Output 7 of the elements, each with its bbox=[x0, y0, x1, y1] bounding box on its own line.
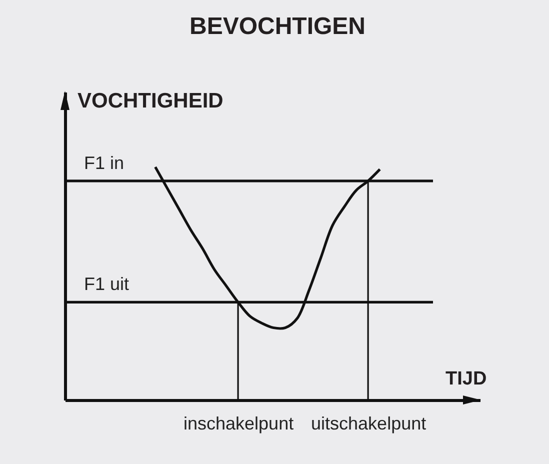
x-axis-title: TIJD bbox=[446, 368, 487, 390]
ref-line-label: F1 in bbox=[84, 152, 124, 173]
x-tick-label: inschakelpunt bbox=[184, 414, 294, 434]
x-tick-label: uitschakelpunt bbox=[311, 414, 426, 434]
ref-line-label: F1 uit bbox=[84, 274, 130, 294]
chart-title: BEVOCHTIGEN bbox=[189, 13, 366, 40]
y-axis-title: VOCHTIGHEID bbox=[78, 90, 224, 112]
